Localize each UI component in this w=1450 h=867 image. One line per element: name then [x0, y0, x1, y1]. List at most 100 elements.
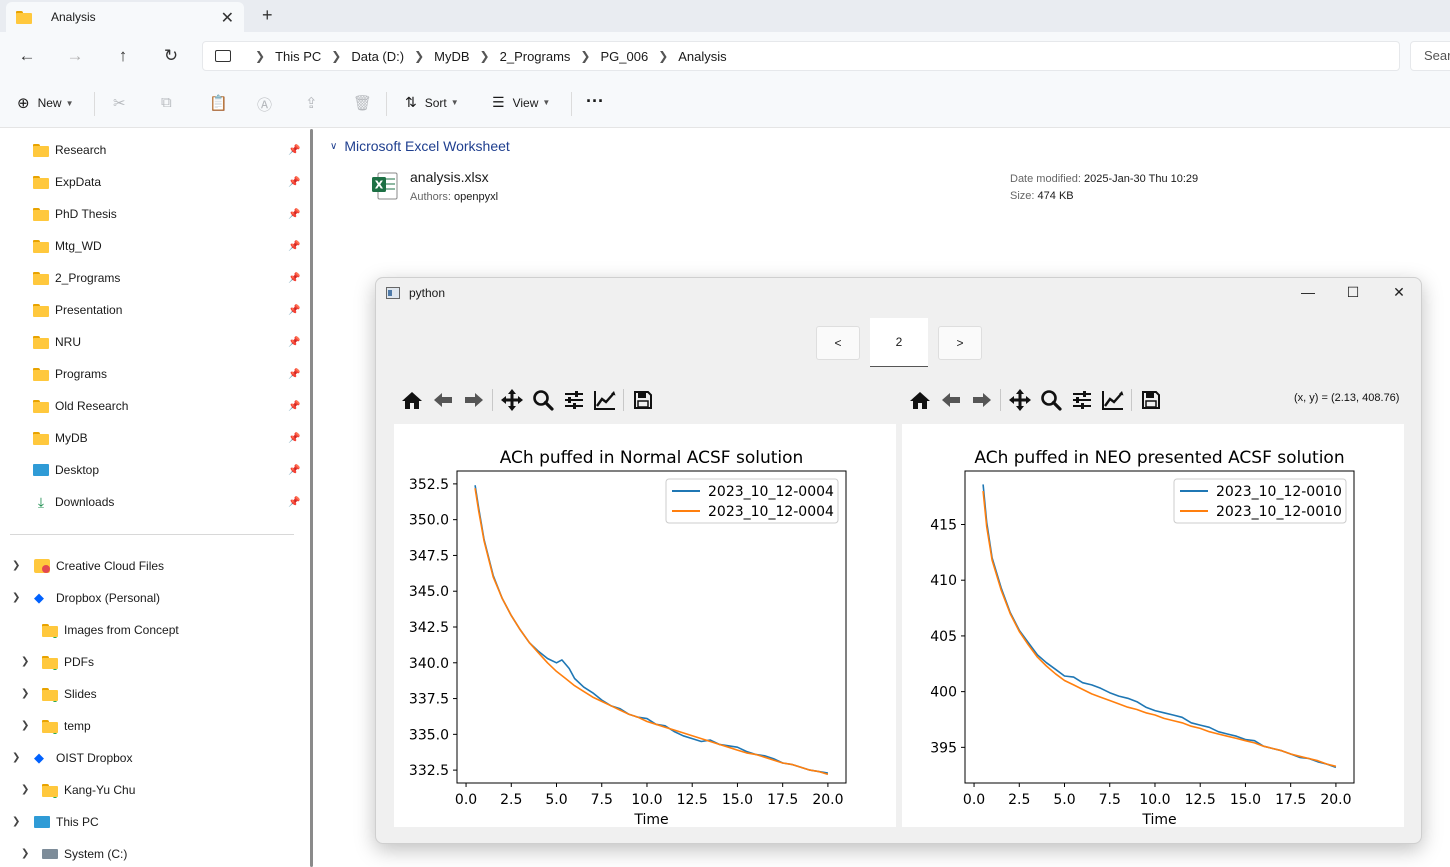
pin-icon[interactable]: 📌 — [288, 273, 301, 284]
more-options-icon[interactable]: ··· — [586, 91, 604, 111]
sort-button[interactable]: ⇅ Sort ▼ — [405, 94, 459, 111]
sidebar-item-this-pc[interactable]: This PC — [34, 808, 99, 836]
chevron-right-icon[interactable]: ❯ — [479, 49, 490, 63]
pan-icon[interactable] — [1004, 386, 1035, 414]
crumb-2-programs[interactable]: 2_Programs — [499, 48, 571, 64]
prev-page-button[interactable]: < — [816, 326, 860, 360]
sidebar-item-downloads[interactable]: ⤓ Downloads — [33, 488, 114, 516]
sidebar-item-phd-thesis[interactable]: PhD Thesis — [33, 200, 117, 228]
search-input[interactable]: Sear — [1410, 41, 1450, 71]
delete-icon[interactable]: 🗑 — [353, 95, 373, 112]
cut-icon[interactable]: ✂ — [113, 95, 126, 112]
pin-icon[interactable]: 📌 — [288, 433, 301, 444]
up-icon[interactable]: ↑ — [118, 46, 128, 65]
sidebar-item-programs[interactable]: Programs — [33, 360, 107, 388]
chevron-down-icon[interactable]: ❯ — [12, 592, 21, 603]
page-tab[interactable]: 2 — [870, 318, 928, 367]
sidebar-item-oist-dropbox[interactable]: ◆ OIST Dropbox — [34, 750, 133, 765]
window-titlebar[interactable]: python — [376, 278, 1421, 308]
maximize-icon[interactable]: ☐ — [1346, 284, 1360, 300]
sidebar-item-system-c[interactable]: System (C:) — [42, 840, 127, 867]
copy-icon[interactable]: ⧉ — [161, 94, 172, 111]
chevron-right-icon[interactable]: ❯ — [21, 720, 30, 731]
next-page-button[interactable]: > — [938, 326, 982, 360]
pin-icon[interactable]: 📌 — [288, 369, 301, 380]
sidebar-item-2-programs[interactable]: 2_Programs — [33, 264, 120, 292]
back-arrow-icon[interactable] — [935, 386, 966, 414]
chevron-right-icon[interactable]: ❯ — [331, 49, 342, 63]
chevron-right-icon[interactable]: ❯ — [580, 49, 591, 63]
pin-icon[interactable]: 📌 — [288, 497, 301, 508]
configure-subplots-icon[interactable] — [558, 386, 589, 414]
sidebar-item-old-research[interactable]: Old Research — [33, 392, 128, 420]
new-tab-icon[interactable]: + — [262, 5, 273, 25]
address-bar[interactable]: ❯ This PC ❯ Data (D:) ❯ MyDB ❯ 2_Program… — [202, 41, 1400, 71]
sidebar-item-mydb[interactable]: MyDB — [33, 424, 88, 452]
sidebar-item-creative-cloud[interactable]: Creative Cloud Files — [34, 552, 164, 580]
save-icon[interactable] — [627, 386, 658, 414]
zoom-icon[interactable] — [1035, 386, 1066, 414]
share-icon[interactable]: ⇪ — [305, 95, 318, 112]
sidebar-item-research[interactable]: Research — [33, 136, 106, 164]
tab-analysis[interactable]: Analysis ✕ — [6, 2, 244, 32]
forward-arrow-icon[interactable] — [966, 386, 997, 414]
sidebar-item-slides[interactable]: Slides — [42, 680, 97, 708]
paste-icon[interactable]: 📋 — [209, 95, 228, 112]
configure-subplots-icon[interactable] — [1066, 386, 1097, 414]
home-icon[interactable] — [396, 386, 427, 414]
forward-arrow-icon[interactable] — [458, 386, 489, 414]
rename-icon[interactable]: Ⓐ — [257, 97, 273, 114]
pin-icon[interactable]: 📌 — [288, 145, 301, 156]
close-icon[interactable]: ✕ — [1393, 284, 1405, 300]
chevron-right-icon[interactable]: ❯ — [21, 688, 30, 699]
pin-icon[interactable]: 📌 — [288, 337, 301, 348]
chevron-right-icon[interactable]: ❯ — [414, 49, 425, 63]
new-button[interactable]: ⊕ New ▼ — [17, 94, 74, 112]
sidebar-item-desktop[interactable]: Desktop — [33, 456, 99, 484]
sidebar-item-presentation[interactable]: Presentation — [33, 296, 122, 324]
sidebar-item-kang-yu-chu[interactable]: Kang-Yu Chu — [42, 776, 135, 804]
group-header[interactable]: ∨ Microsoft Excel Worksheet — [330, 138, 510, 154]
sidebar-item-pdfs[interactable]: PDFs — [42, 648, 94, 676]
file-name[interactable]: analysis.xlsx — [410, 169, 489, 185]
sidebar-item-images-from-concept[interactable]: Images from Concept — [42, 616, 179, 644]
view-button[interactable]: ☰ View ▼ — [492, 94, 550, 111]
pin-icon[interactable]: 📌 — [288, 305, 301, 316]
crumb-data-d[interactable]: Data (D:) — [351, 48, 405, 64]
chevron-right-icon[interactable]: ❯ — [21, 784, 30, 795]
chevron-right-icon[interactable]: ❯ — [255, 49, 266, 63]
sidebar-item-dropbox-personal[interactable]: ◆ Dropbox (Personal) — [34, 590, 161, 605]
chevron-right-icon[interactable]: ❯ — [12, 560, 21, 571]
pin-icon[interactable]: 📌 — [288, 401, 301, 412]
close-tab-icon[interactable]: ✕ — [220, 10, 234, 27]
chevron-down-icon[interactable]: ❯ — [12, 752, 21, 763]
back-icon[interactable]: ← — [18, 46, 36, 65]
crumb-mydb[interactable]: MyDB — [434, 48, 470, 64]
chart-normal-acsf[interactable]: ACh puffed in Normal ACSF solution 0.0 2.5… — [394, 424, 896, 828]
pan-icon[interactable] — [496, 386, 527, 414]
crumb-pg-006[interactable]: PG_006 — [600, 48, 649, 64]
chevron-right-icon[interactable]: ❯ — [21, 848, 30, 859]
pin-icon[interactable]: 📌 — [288, 241, 301, 252]
crumb-this-pc[interactable]: This PC — [275, 48, 322, 64]
edit-axis-icon[interactable] — [589, 386, 620, 414]
pin-icon[interactable]: 📌 — [288, 177, 301, 188]
back-arrow-icon[interactable] — [427, 386, 458, 414]
pin-icon[interactable]: 📌 — [288, 209, 301, 220]
save-icon[interactable] — [1135, 386, 1166, 414]
crumb-analysis[interactable]: Analysis — [678, 48, 727, 64]
forward-icon[interactable]: → — [66, 46, 84, 65]
sidebar-item-expdata[interactable]: ExpData — [33, 168, 101, 196]
chevron-right-icon[interactable]: ❯ — [658, 49, 669, 63]
sidebar-scrollbar[interactable] — [310, 129, 313, 867]
edit-axis-icon[interactable] — [1097, 386, 1128, 414]
chart-neo-acsf[interactable]: ACh puffed in NEO presented ACSF solutio… — [902, 424, 1404, 828]
sidebar-item-nru[interactable]: NRU — [33, 328, 81, 356]
chevron-down-icon[interactable]: ❯ — [12, 816, 21, 827]
chevron-right-icon[interactable]: ❯ — [21, 656, 30, 667]
pin-icon[interactable]: 📌 — [288, 465, 301, 476]
zoom-icon[interactable] — [527, 386, 558, 414]
sidebar-item-temp[interactable]: temp — [42, 712, 91, 740]
home-icon[interactable] — [904, 386, 935, 414]
sidebar-item-mtg-wd[interactable]: Mtg_WD — [33, 232, 102, 260]
